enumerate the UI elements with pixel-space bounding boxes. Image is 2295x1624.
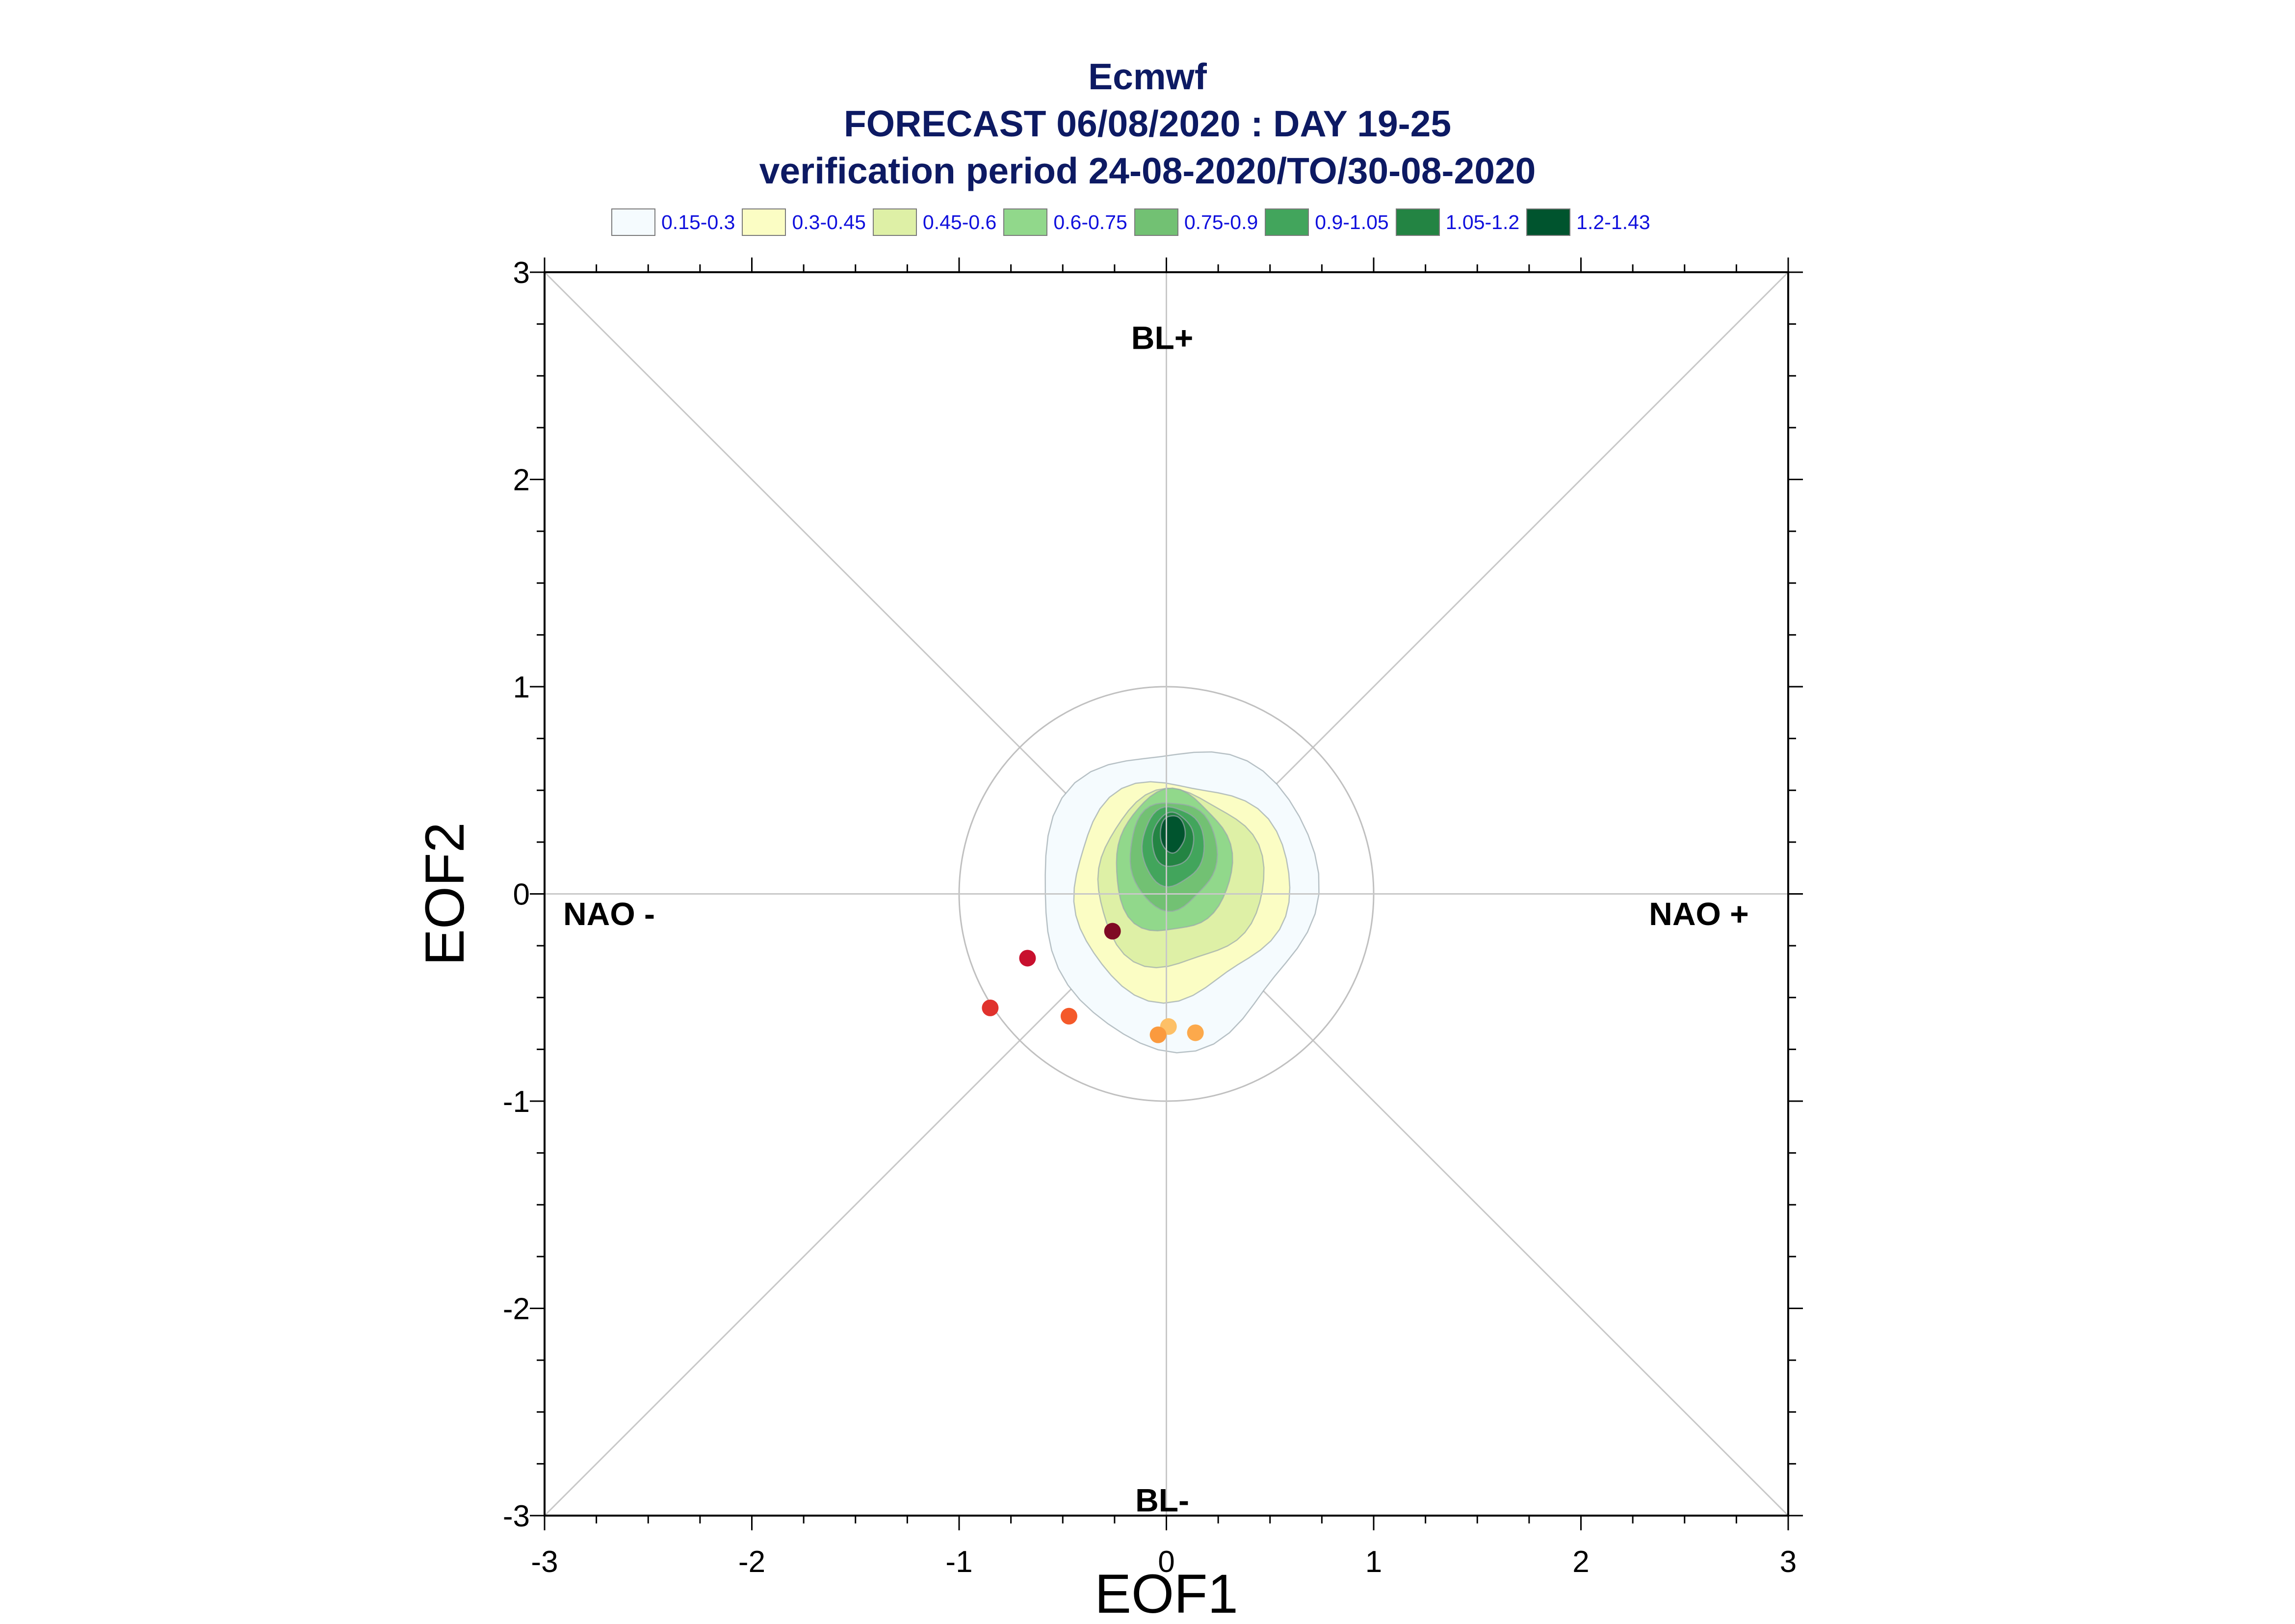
legend-label: 0.45-0.6 <box>922 210 997 233</box>
y-axis-label: EOF2 <box>414 822 475 966</box>
legend-item: 0.6-0.75 <box>1003 208 1127 236</box>
legend-label: 0.15-0.3 <box>661 210 735 233</box>
y-tick-label: -1 <box>503 1085 530 1119</box>
legend-swatch <box>1526 208 1571 236</box>
data-points <box>982 923 1204 1043</box>
title-line-model: Ecmwf <box>1088 56 1207 97</box>
x-tick-label: -3 <box>531 1545 558 1579</box>
y-tick-label: 2 <box>513 464 530 497</box>
title-line-verification: verification period 24-08-2020/TO/30-08-… <box>759 150 1536 191</box>
ticks <box>530 258 1803 1530</box>
regime-label-nao-plus: NAO + <box>1649 896 1749 932</box>
chart-title: Ecmwf FORECAST 06/08/2020 : DAY 19-25 ve… <box>0 53 2295 194</box>
legend-swatch <box>611 208 655 236</box>
data-point <box>1149 1026 1167 1043</box>
legend-swatch <box>872 208 917 236</box>
legend-item: 0.15-0.3 <box>611 208 735 236</box>
legend-item: 0.45-0.6 <box>872 208 997 236</box>
legend-item: 1.2-1.43 <box>1526 208 1650 236</box>
y-tick-label: 1 <box>513 670 530 704</box>
regime-labels: BL+ BL- NAO - NAO + <box>563 319 1749 1518</box>
legend-label: 0.3-0.45 <box>792 210 866 233</box>
legend-swatch <box>742 208 786 236</box>
axis-labels: EOF1 EOF2 <box>414 822 1238 1624</box>
x-tick-label: 2 <box>1572 1545 1589 1579</box>
legend-label: 0.6-0.75 <box>1053 210 1127 233</box>
x-tick-label: -1 <box>945 1545 972 1579</box>
legend-swatch <box>1265 208 1309 236</box>
y-tick-label: -3 <box>503 1499 530 1533</box>
legend-swatch <box>1395 208 1440 236</box>
legend-item: 0.75-0.9 <box>1134 208 1258 236</box>
data-point <box>1019 950 1036 967</box>
legend-label: 0.9-1.05 <box>1315 210 1389 233</box>
x-tick-label: 0 <box>1158 1545 1174 1579</box>
tick-labels: -3 -2 -1 0 1 2 3 -3 -2 -1 0 1 2 3 <box>503 256 1797 1579</box>
regime-label-nao-minus: NAO - <box>563 896 655 932</box>
legend-item: 1.05-1.2 <box>1395 208 1520 236</box>
x-tick-label: -2 <box>738 1545 765 1579</box>
legend-swatch <box>1134 208 1178 236</box>
legend-label: 1.05-1.2 <box>1445 210 1520 233</box>
density-contours <box>1044 751 1320 1054</box>
data-point <box>1187 1024 1204 1041</box>
legend-label: 1.2-1.43 <box>1576 210 1650 233</box>
title-line-forecast: FORECAST 06/08/2020 : DAY 19-25 <box>843 103 1452 144</box>
legend-item: 0.3-0.45 <box>742 208 866 236</box>
y-tick-label: -2 <box>503 1292 530 1326</box>
regime-label-bl-plus: BL+ <box>1131 319 1194 356</box>
data-point <box>1104 923 1121 940</box>
x-tick-label: 3 <box>1780 1545 1797 1579</box>
legend-item: 0.9-1.05 <box>1265 208 1389 236</box>
x-axis-label: EOF1 <box>1095 1563 1238 1624</box>
legend: 0.15-0.3 0.3-0.45 0.45-0.6 0.6-0.75 0.75-0.9… <box>611 206 1657 238</box>
x-tick-label: 1 <box>1365 1545 1382 1579</box>
regime-label-bl-minus: BL- <box>1135 1482 1189 1519</box>
legend-label: 0.75-0.9 <box>1184 210 1258 233</box>
data-point <box>1060 1007 1077 1025</box>
data-point <box>982 999 999 1016</box>
legend-swatch <box>1003 208 1048 236</box>
y-tick-label: 0 <box>513 878 530 912</box>
y-tick-label: 3 <box>513 256 530 290</box>
